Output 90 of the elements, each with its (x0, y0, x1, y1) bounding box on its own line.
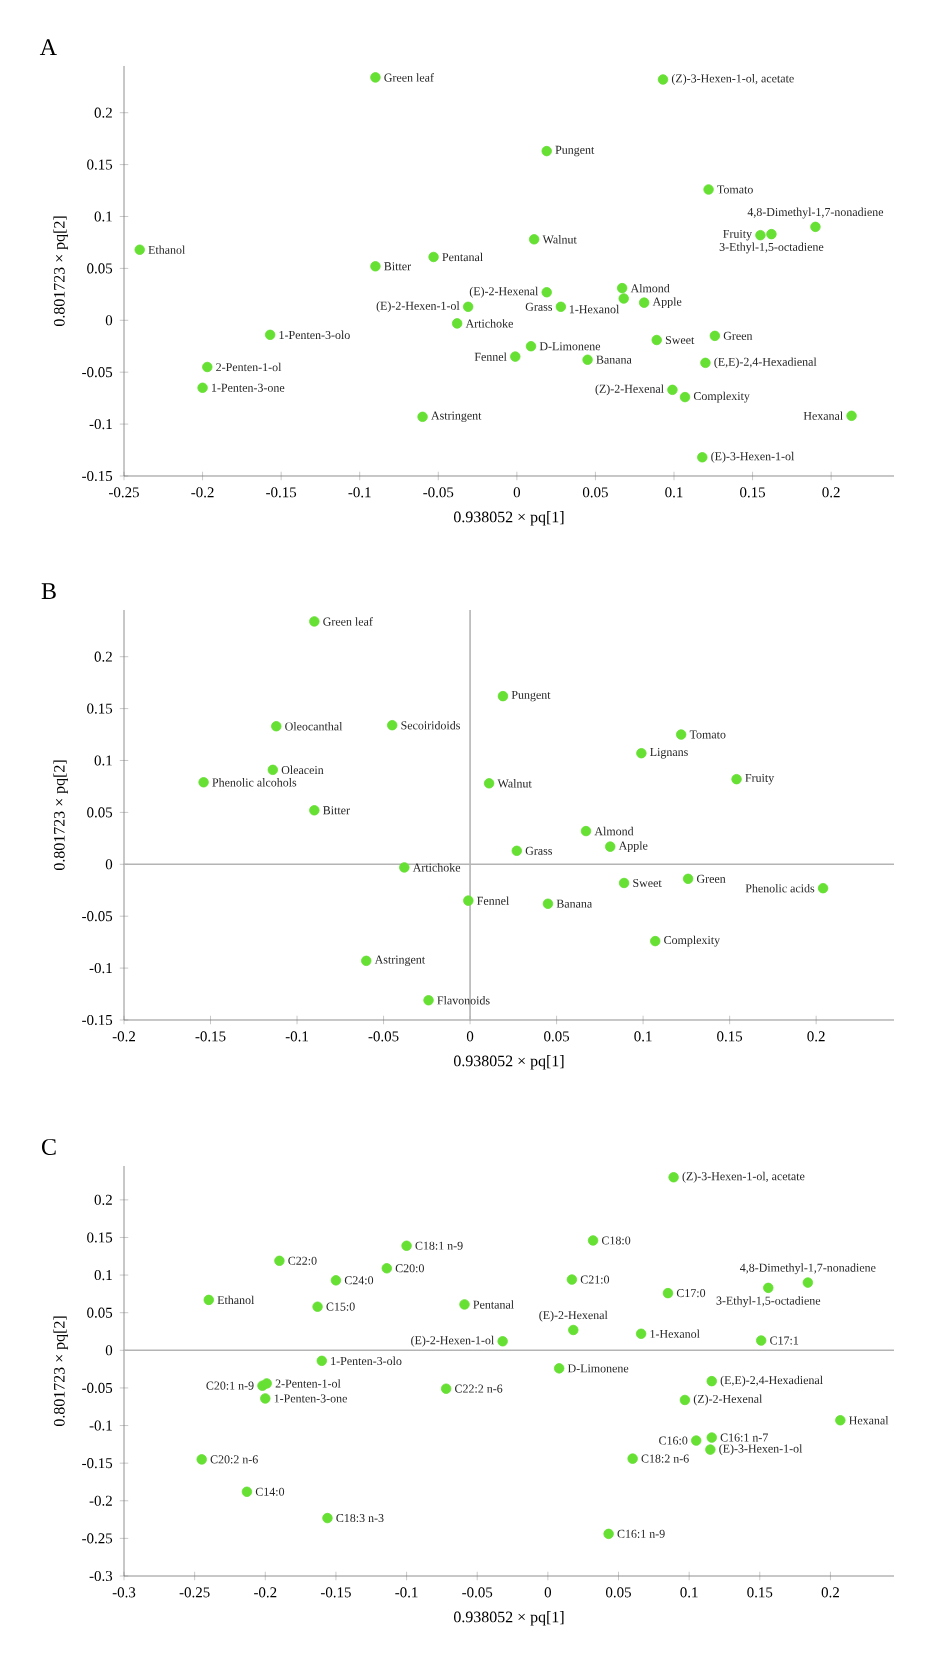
point (361, 955, 372, 967)
point (553, 1363, 565, 1374)
point (657, 74, 669, 85)
point (580, 825, 592, 837)
point (568, 1324, 579, 1336)
point (846, 410, 857, 421)
point (197, 382, 208, 393)
point (603, 1528, 614, 1540)
point (766, 228, 777, 240)
point (616, 282, 628, 294)
point (679, 1394, 691, 1406)
point (541, 287, 552, 298)
point (381, 1263, 392, 1274)
point (756, 1335, 767, 1346)
point (370, 72, 381, 83)
point (309, 616, 320, 627)
point (511, 845, 522, 856)
point (700, 357, 711, 369)
point (587, 1235, 599, 1246)
point (731, 774, 742, 785)
point (309, 805, 320, 816)
point (810, 221, 821, 233)
point (706, 1375, 717, 1387)
point (651, 334, 662, 346)
point (679, 391, 691, 403)
point (691, 1435, 702, 1446)
point (755, 229, 766, 241)
point (627, 1453, 638, 1464)
point (387, 720, 398, 731)
chart-title: A (39, 39, 57, 55)
point (541, 145, 552, 157)
point (401, 1240, 412, 1251)
point (330, 1275, 342, 1286)
point (542, 898, 554, 909)
point (497, 1336, 508, 1347)
point (241, 1486, 253, 1497)
point (668, 1172, 679, 1183)
point (528, 234, 540, 245)
point (582, 354, 593, 365)
point (566, 1274, 578, 1285)
chart-title: C (41, 1138, 56, 1155)
point (451, 318, 463, 329)
point (196, 1454, 207, 1465)
point (635, 1328, 647, 1339)
point (423, 995, 434, 1006)
point (260, 1393, 271, 1404)
point (638, 297, 650, 308)
point (636, 748, 647, 759)
point (202, 361, 213, 373)
point (650, 935, 661, 947)
point (675, 729, 687, 740)
point (709, 330, 721, 342)
point (198, 777, 209, 788)
point (274, 1255, 285, 1266)
point (618, 877, 630, 889)
point (705, 1444, 716, 1455)
point (417, 411, 428, 422)
point (440, 1383, 452, 1394)
point (802, 1277, 814, 1288)
point (817, 882, 829, 894)
point (703, 184, 714, 195)
point (510, 351, 521, 362)
point (316, 1355, 327, 1367)
point (662, 1287, 674, 1299)
point (370, 261, 381, 272)
point (462, 301, 474, 312)
point (399, 862, 410, 873)
point (134, 244, 145, 255)
chart-title: B (41, 583, 56, 599)
point (459, 1299, 470, 1310)
point (428, 251, 439, 263)
point (463, 895, 474, 906)
point (483, 778, 495, 789)
point (312, 1301, 323, 1312)
point (763, 1282, 774, 1294)
point (835, 1415, 846, 1426)
point (667, 384, 678, 396)
point (618, 293, 629, 304)
point (697, 452, 708, 463)
point (682, 873, 694, 885)
point (264, 329, 276, 340)
point (706, 1432, 717, 1443)
point (271, 721, 282, 732)
point (555, 301, 567, 312)
point (525, 341, 537, 352)
point (267, 764, 278, 776)
point (497, 690, 509, 702)
point (605, 841, 616, 852)
point (203, 1294, 214, 1306)
point (322, 1512, 333, 1524)
